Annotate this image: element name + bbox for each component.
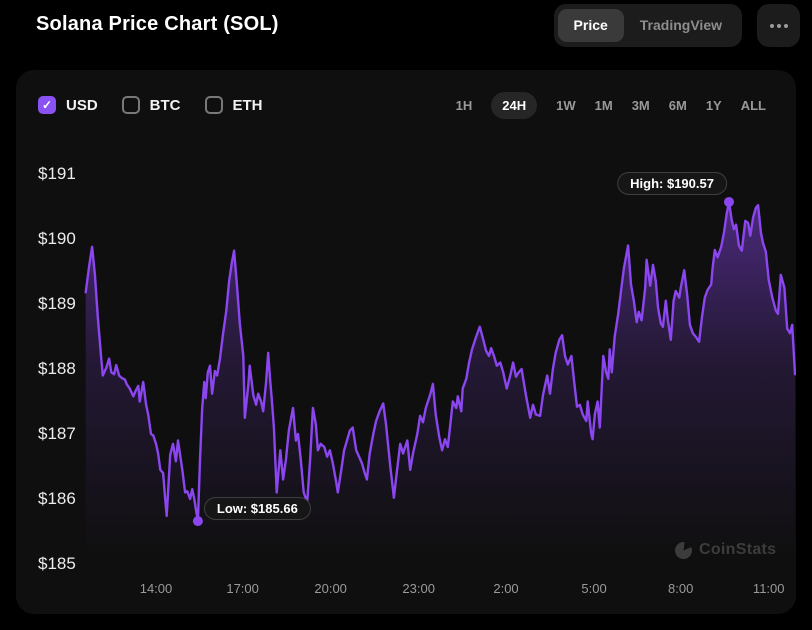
checkbox-checked-icon[interactable]: ✓ <box>38 96 56 114</box>
currency-checkbox-btc[interactable]: BTC <box>121 96 181 114</box>
price-line[interactable] <box>84 200 796 523</box>
y-axis-label: $186 <box>38 489 76 508</box>
ellipsis-icon <box>776 23 781 28</box>
more-options-button[interactable] <box>757 4 800 47</box>
header-controls: Price TradingView <box>553 4 800 47</box>
range-1m[interactable]: 1M <box>594 97 613 113</box>
currency-checkboxes: ✓ USD BTC ETH <box>38 96 263 114</box>
y-axis-label: $190 <box>38 229 76 248</box>
chart-card: ✓ USD BTC ETH 1H 24H 1W 1M 3M 6M 1Y ALL CoinStats … <box>16 70 796 614</box>
y-axis-label: $185 <box>38 554 76 573</box>
x-axis-label: 17:00 <box>226 581 259 596</box>
range-24h[interactable]: 24H <box>491 91 538 119</box>
toggle-price[interactable]: Price <box>557 9 624 42</box>
range-3m[interactable]: 3M <box>631 97 650 113</box>
price-chart[interactable] <box>16 70 796 614</box>
high-badge: High: $190.57 <box>617 171 727 195</box>
low-badge: Low: $185.66 <box>203 497 311 521</box>
y-axis-label: $188 <box>38 359 76 378</box>
x-axis-label: 2:00 <box>493 581 519 596</box>
page-title: Solana Price Chart (SOL) <box>36 13 279 35</box>
area-fill <box>85 202 795 570</box>
view-toggle: Price TradingView <box>553 4 742 47</box>
x-axis-label: 14:00 <box>139 581 173 596</box>
ellipsis-icon <box>769 23 774 28</box>
currency-label: USD <box>66 96 98 114</box>
chart-controls-row: ✓ USD BTC ETH 1H 24H 1W 1M 3M 6M 1Y ALL <box>38 91 766 119</box>
toggle-tradingview[interactable]: TradingView <box>639 17 722 34</box>
x-axis-label: 8:00 <box>668 581 694 596</box>
range-1h[interactable]: 1H <box>455 97 473 113</box>
y-axis-label: $189 <box>38 294 76 313</box>
currency-checkbox-eth[interactable]: ETH <box>204 96 263 114</box>
y-axis-label: $191 <box>38 164 76 183</box>
high-point-marker[interactable] <box>723 196 734 207</box>
range-1w[interactable]: 1W <box>556 97 576 113</box>
ellipsis-icon <box>783 23 788 28</box>
time-range-buttons: 1H 24H 1W 1M 3M 6M 1Y ALL <box>455 91 766 119</box>
y-axis-label: $187 <box>38 424 76 443</box>
currency-label: ETH <box>232 96 263 114</box>
watermark-label: CoinStats <box>699 541 777 558</box>
checkbox-unchecked-icon[interactable] <box>121 96 140 114</box>
checkbox-unchecked-icon[interactable] <box>204 96 223 114</box>
range-6m[interactable]: 6M <box>668 97 687 113</box>
x-axis-label: 23:00 <box>402 581 435 596</box>
coinstats-logo-icon <box>675 541 692 559</box>
x-axis-label: 11:00 <box>752 581 785 596</box>
currency-label: BTC <box>149 96 181 114</box>
range-1y[interactable]: 1Y <box>705 97 722 113</box>
x-axis-label: 20:00 <box>314 581 347 596</box>
low-point-marker[interactable] <box>192 516 203 527</box>
x-axis-label: 5:00 <box>581 581 607 596</box>
price-chart-svg[interactable] <box>16 70 796 614</box>
currency-checkbox-usd[interactable]: ✓ USD <box>38 96 98 114</box>
range-all[interactable]: ALL <box>740 97 766 113</box>
watermark: CoinStats <box>675 541 776 559</box>
